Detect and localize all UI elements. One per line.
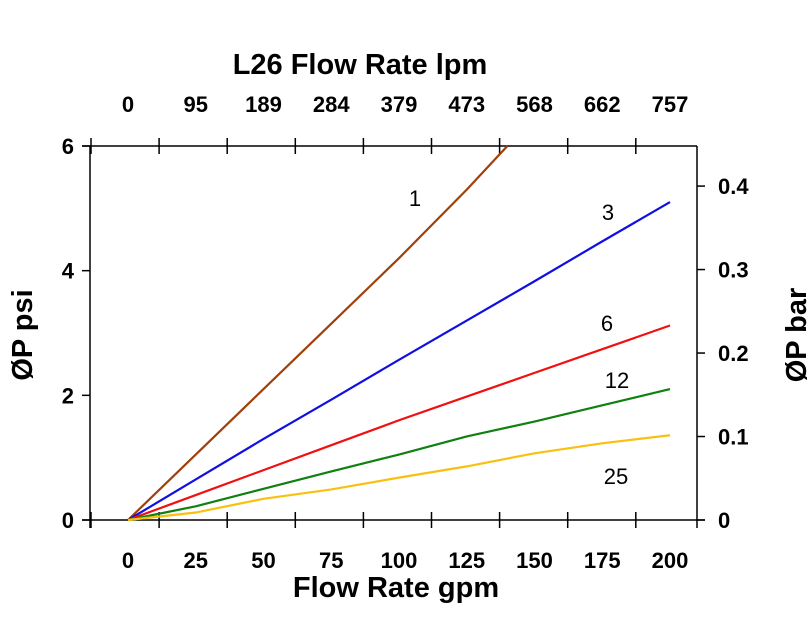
- series-line-12: [127, 388, 671, 522]
- y-tick-label: 2: [62, 383, 74, 408]
- y2-tick-label: 0.1: [718, 425, 749, 450]
- y2-axis-label: ØP bar: [781, 288, 808, 383]
- x2-tick-label: 284: [313, 92, 350, 117]
- x2-tick-label: 568: [516, 92, 553, 117]
- x2-tick-label: 189: [245, 92, 282, 117]
- x-tick-label: 100: [381, 548, 418, 573]
- series-label: 3: [602, 200, 614, 225]
- x-axis-label: Flow Rate gpm: [293, 572, 499, 604]
- series-line-3: [127, 201, 671, 521]
- x2-tick-label: 379: [381, 92, 418, 117]
- series-label: 1: [409, 186, 421, 211]
- series-line-1: [127, 145, 509, 521]
- series-label: 12: [605, 368, 629, 393]
- x-tick-label: 175: [584, 548, 621, 573]
- series-line-25: [127, 434, 671, 522]
- y2-tick-label: 0.2: [718, 341, 749, 366]
- series-lines: 1 3 6 12 25: [127, 145, 671, 522]
- series-line-6: [127, 324, 671, 522]
- chart-title: L26 Flow Rate lpm: [233, 49, 488, 81]
- x2-tick-label: 95: [184, 92, 208, 117]
- y-tick-label: 0: [62, 508, 74, 533]
- series-label: 25: [604, 464, 628, 489]
- x-tick-label: 150: [516, 548, 553, 573]
- x-tick-label: 125: [448, 548, 485, 573]
- x2-tick-label: 662: [584, 92, 621, 117]
- x2-tick-label: 473: [448, 92, 485, 117]
- y2-tick-label: 0.3: [718, 258, 749, 283]
- x2-tick-label: 757: [652, 92, 689, 117]
- plot-frame: [82, 145, 705, 528]
- y2-tick-label: 0: [718, 508, 730, 533]
- y-tick-label: 4: [62, 259, 75, 284]
- axis-ticks: 0025955018975284100379125473150568175662…: [62, 92, 750, 573]
- x-tick-label: 0: [122, 548, 134, 573]
- y-axis-label: ØP psi: [7, 289, 39, 380]
- x-tick-label: 50: [251, 548, 275, 573]
- x-tick-label: 200: [652, 548, 689, 573]
- x2-tick-label: 0: [122, 92, 134, 117]
- x-tick-label: 25: [184, 548, 208, 573]
- y-tick-label: 6: [62, 134, 74, 159]
- x-tick-label: 75: [319, 548, 343, 573]
- series-label: 6: [601, 311, 613, 336]
- y2-tick-label: 0.4: [718, 174, 749, 199]
